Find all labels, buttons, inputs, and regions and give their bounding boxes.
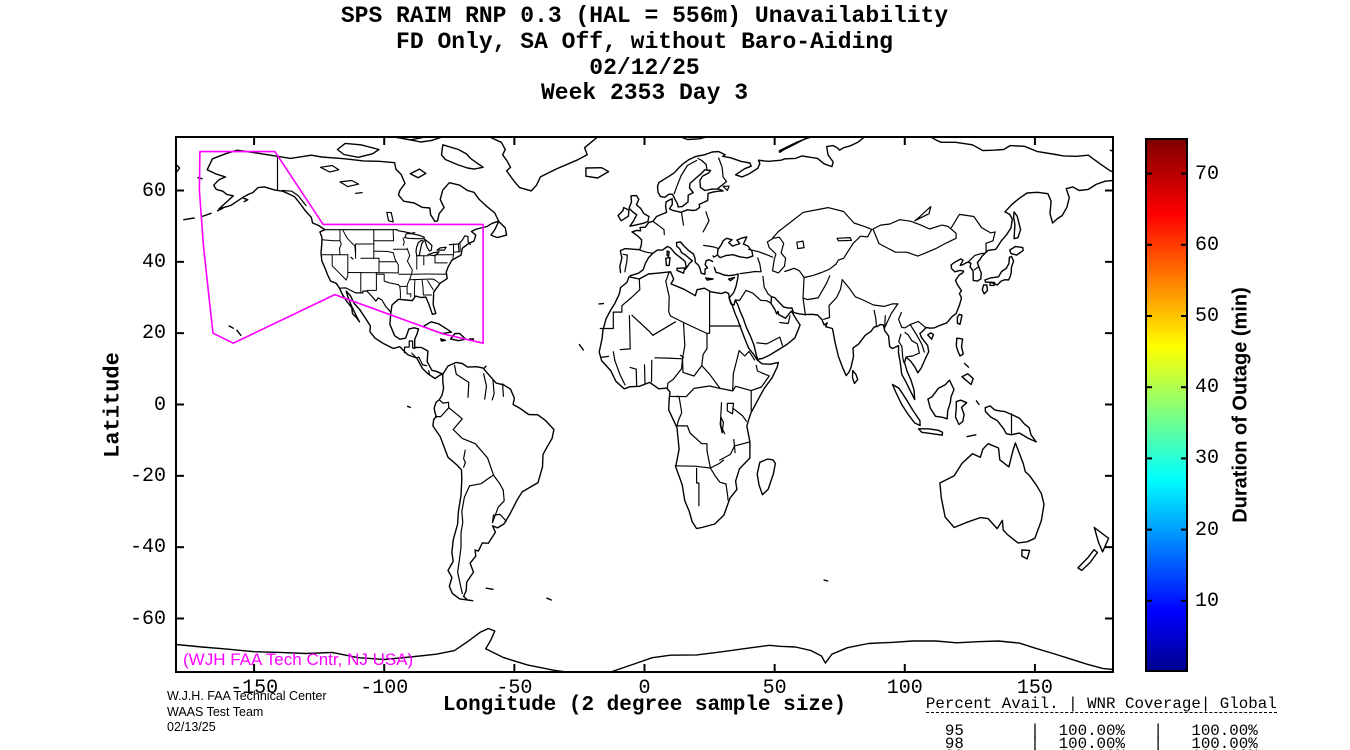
- colorbar-tick-label: 30: [1195, 447, 1220, 471]
- title-line-2: FD Only, SA Off, without Baro-Aiding: [396, 29, 893, 55]
- colorbar-tick-label: 20: [1195, 518, 1220, 542]
- y-tick-label: -60: [129, 607, 166, 631]
- x-axis-label: Longitude (2 degree sample size): [442, 694, 847, 717]
- x-tick-label: -100: [360, 677, 409, 700]
- x-tick-label: 50: [762, 677, 787, 700]
- map-credit-text: (WJH FAA Tech Cntr, NJ USA): [183, 650, 414, 669]
- y-tick-label: 60: [141, 179, 166, 203]
- availability-stats-table: Percent Avail. | WNR Coverage| Global 95…: [888, 686, 1277, 750]
- y-tick-label: 40: [141, 250, 166, 274]
- y-tick-label: -40: [129, 536, 166, 560]
- stats-table-rows: 95 | 100.00% | 100.00% 98 | 100.00% | 10…: [944, 722, 1258, 750]
- colorbar-tick-label: 10: [1195, 589, 1220, 613]
- us-state-borders-layer: [320, 229, 461, 299]
- title-line-1: SPS RAIM RNP 0.3 (HAL = 556m) Unavailabi…: [340, 3, 949, 29]
- stats-table-header: Percent Avail. | WNR Coverage| Global: [925, 695, 1277, 714]
- x-tick-label: -50: [496, 677, 533, 700]
- axes-frame-and-ticks: [175, 136, 1188, 673]
- colorbar-gradient: [1145, 138, 1188, 672]
- y-tick-label: 20: [141, 322, 166, 346]
- footer-line-1: W.J.H. FAA Technical Center: [167, 689, 327, 703]
- x-tick-label: 0: [638, 677, 651, 700]
- colorbar-tick-label: 70: [1195, 162, 1220, 186]
- waas-coverage-boundary: [198, 150, 484, 344]
- x-tick-label: 150: [1016, 677, 1053, 700]
- title-line-3: 02/12/25: [589, 55, 700, 81]
- footer-line-3: 02/13/25: [167, 720, 216, 734]
- colorbar-tick-label: 50: [1195, 305, 1220, 328]
- x-tick-label: 100: [886, 677, 923, 700]
- coastlines-layer: [176, 137, 1113, 672]
- colorbar-tick-label: 40: [1195, 376, 1220, 400]
- footer-line-2: WAAS Test Team: [167, 704, 264, 719]
- footer-annotation: W.J.H. FAA Technical Center WAAS Test Te…: [167, 689, 327, 736]
- y-tick-label: 0: [153, 393, 166, 417]
- colorbar-tick-label: 60: [1195, 233, 1220, 257]
- x-tick-label: -150: [230, 677, 279, 700]
- y-tick-label: -20: [129, 464, 166, 488]
- lakes-layer: [319, 164, 932, 454]
- country-borders-layer: [276, 155, 1013, 595]
- title-line-4: Week 2353 Day 3: [540, 80, 749, 106]
